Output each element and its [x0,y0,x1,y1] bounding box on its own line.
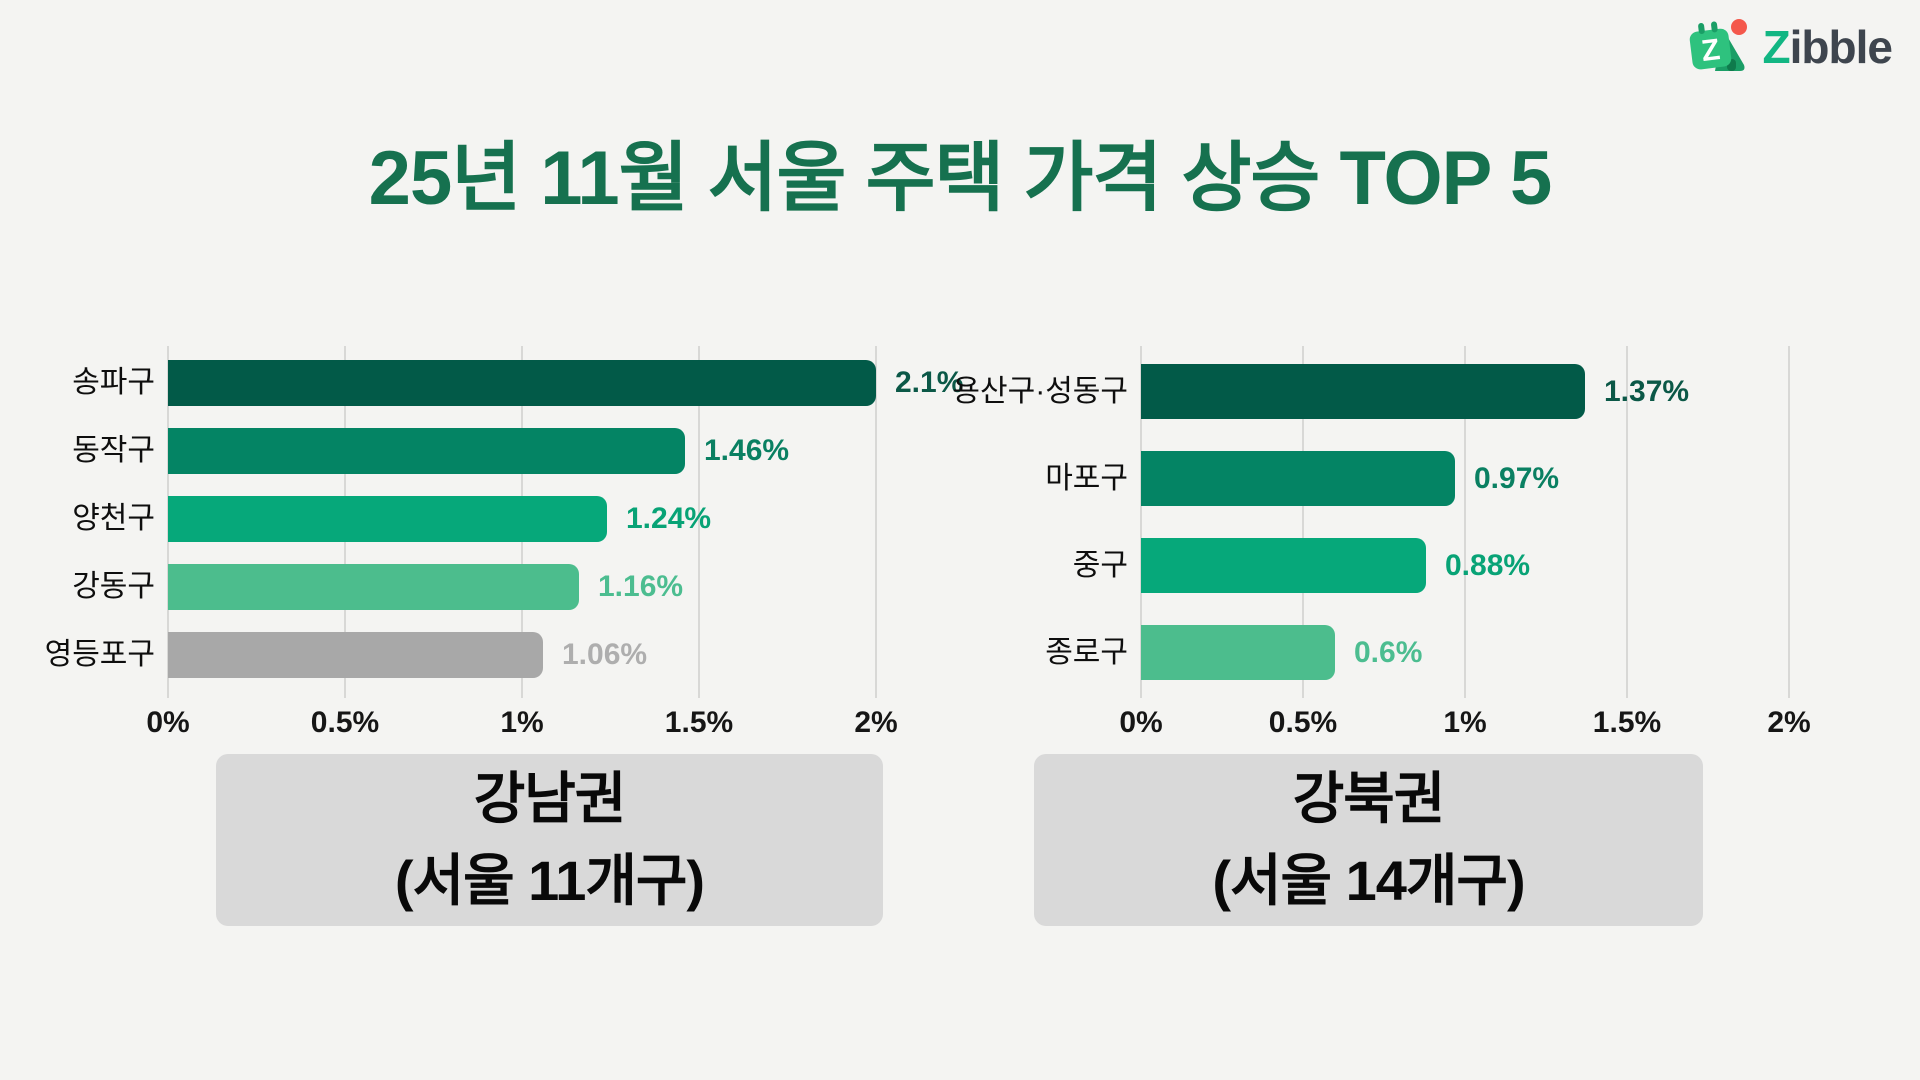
gridline-2% [1788,346,1790,698]
x-tick-label: 1% [500,706,544,739]
category-label: 마포구 [1045,461,1128,495]
bar-gangbuk-1 [1141,451,1455,506]
bar-gangnam-0 [168,360,876,406]
value-label: 1.06% [562,638,648,671]
category-label: 송파구 [72,366,155,399]
value-label: 0.97% [1474,461,1560,495]
x-tick-label: 0% [1119,706,1163,739]
gridline-2% [875,346,877,698]
x-tick-label: 1.5% [1592,706,1662,739]
category-label: 영등포구 [44,638,155,671]
page-title: 25년 11월 서울 주택 가격 상승 TOP 5 [368,136,1553,221]
svg-text:Z: Z [1699,33,1721,68]
gridline-1.5% [698,346,700,698]
bar-gangbuk-0 [1141,364,1585,419]
wordmark-ibble: ibble [1789,21,1893,73]
value-label: 1.16% [598,570,684,603]
x-tick-label: 2% [854,706,898,739]
gridline-1.5% [1626,346,1628,698]
zibble-wordmark: Zibble [1762,21,1893,73]
category-label: 용산구·성동구 [952,374,1128,408]
bar-gangbuk-3 [1141,625,1335,680]
gridline-1% [1464,346,1466,698]
bar-gangnam-1 [168,428,685,474]
caption-gangbuk: 강북권 (서울 14개구) [1034,754,1703,926]
x-tick-label: 0% [146,706,190,739]
x-tick-label: 0.5% [310,706,380,739]
zibble-tent-calendar-icon: Z [1689,19,1747,71]
x-tick-label: 2% [1767,706,1811,739]
gridline-0% [1140,346,1142,698]
x-tick-label: 1.5% [664,706,734,739]
bar-gangnam-3 [168,564,579,610]
bar-gangnam-2 [168,496,607,542]
caption-gangnam-region: 강남권 [473,767,627,830]
caption-gangbuk-count: (서울 14개구) [1212,849,1525,912]
wordmark-z: Z [1762,21,1791,73]
chart-gangnam: 0% 0.5% 1% 1.5% 2% 송파구 2.1% 동작구 1.46% 양천구 1.24% 강동구… [45,346,963,739]
value-label: 1.37% [1604,374,1690,408]
chart-gangbuk: 0% 0.5% 1% 1.5% 2% 용산구·성동구 1.37% 마포구 0.97% 중구 0.88… [952,346,1811,739]
x-tick-label: 0.5% [1268,706,1338,739]
category-label: 종로구 [1045,635,1128,669]
value-label: 1.24% [626,502,712,535]
caption-gangnam-count: (서울 11개구) [394,849,705,912]
category-label: 강동구 [72,570,155,603]
bar-gangnam-4 [168,632,543,678]
value-label: 1.46% [704,434,790,467]
x-tick-label: 1% [1443,706,1487,739]
bar-gangbuk-2 [1141,538,1426,593]
caption-gangbuk-region: 강북권 [1292,767,1446,830]
value-label: 0.6% [1354,635,1423,669]
gridline-0.5% [1302,346,1304,698]
category-label: 양천구 [72,502,155,535]
value-label: 2.1% [895,366,964,399]
category-label: 동작구 [72,434,155,467]
zibble-logo: Z Zibble [1685,16,1893,78]
caption-gangnam: 강남권 (서울 11개구) [216,754,883,926]
category-label: 중구 [1072,548,1128,582]
value-label: 0.88% [1445,548,1531,582]
